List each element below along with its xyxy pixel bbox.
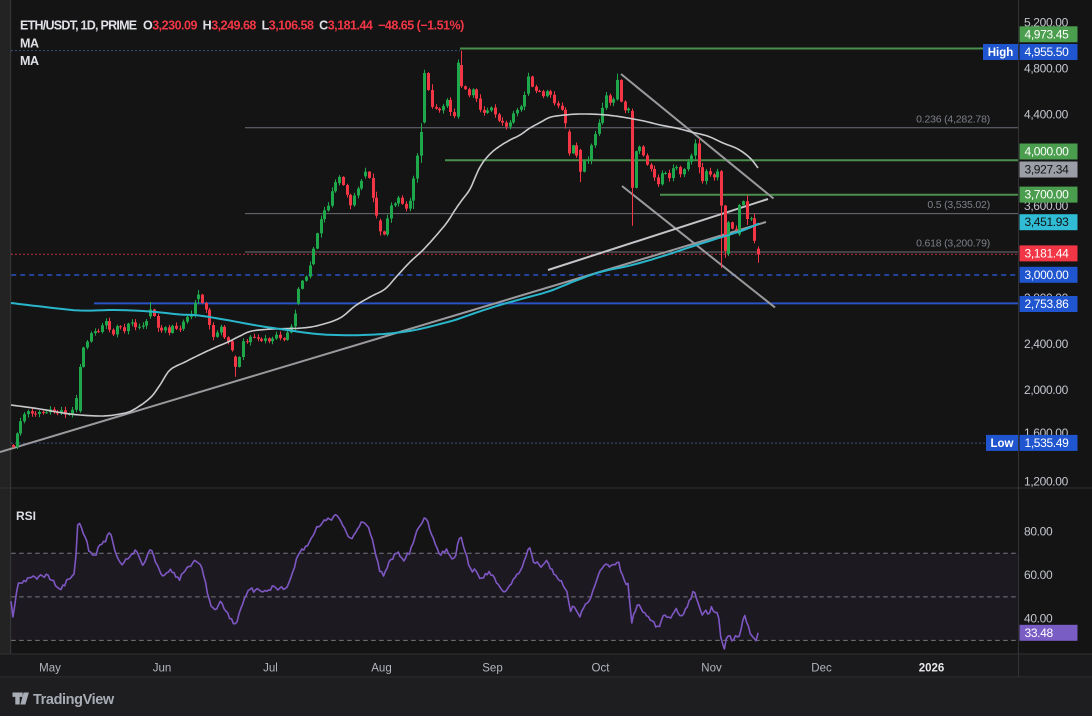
svg-text:60.00: 60.00 <box>1024 568 1053 582</box>
svg-text:Aug: Aug <box>371 663 391 675</box>
svg-text:3,451.93: 3,451.93 <box>1025 215 1070 229</box>
svg-text:4,800.00: 4,800.00 <box>1024 61 1069 75</box>
svg-text:Dec: Dec <box>811 663 832 675</box>
svg-text:3,700.00: 3,700.00 <box>1025 188 1070 202</box>
svg-text:0.5 (3,535.02): 0.5 (3,535.02) <box>927 199 990 211</box>
svg-text:Low: Low <box>991 438 1014 450</box>
svg-text:2026: 2026 <box>919 663 945 675</box>
svg-text:5,200.00: 5,200.00 <box>1024 16 1069 30</box>
svg-text:0.618 (3,200.79): 0.618 (3,200.79) <box>916 238 990 250</box>
svg-text:2,000.00: 2,000.00 <box>1024 383 1069 397</box>
svg-text:4,400.00: 4,400.00 <box>1024 107 1069 121</box>
svg-text:4,973.45: 4,973.45 <box>1025 27 1070 41</box>
svg-text:4,955.50: 4,955.50 <box>1025 45 1070 59</box>
svg-text:4,000.00: 4,000.00 <box>1025 145 1070 159</box>
svg-text:3,000.00: 3,000.00 <box>1025 268 1070 282</box>
svg-text:ETH/USDT, 1D, PRIME: ETH/USDT, 1D, PRIME <box>20 19 137 33</box>
svg-text:Jul: Jul <box>263 663 278 675</box>
svg-text:High: High <box>988 47 1014 59</box>
svg-text:Nov: Nov <box>701 663 722 675</box>
svg-text:TradingView: TradingView <box>33 692 115 708</box>
svg-text:MA: MA <box>20 37 39 51</box>
svg-text:40.00: 40.00 <box>1024 612 1053 626</box>
svg-text:MA: MA <box>20 54 39 68</box>
svg-text:1,200.00: 1,200.00 <box>1024 475 1069 489</box>
svg-text:3,600.00: 3,600.00 <box>1024 199 1069 213</box>
svg-text:2,400.00: 2,400.00 <box>1024 337 1069 351</box>
svg-text:Oct: Oct <box>592 663 611 675</box>
svg-text:3,181.44: 3,181.44 <box>1025 246 1070 260</box>
svg-text:80.00: 80.00 <box>1024 525 1053 539</box>
svg-text:RSI: RSI <box>16 509 36 523</box>
svg-text:Jun: Jun <box>153 663 172 675</box>
svg-text:3,927.34: 3,927.34 <box>1025 163 1070 177</box>
svg-text:2,753.86: 2,753.86 <box>1025 297 1070 311</box>
svg-text:May: May <box>39 663 61 675</box>
svg-text:O3,230.09 H3,249.68 L3,106.58: O3,230.09 H3,249.68 L3,106.58 C3,181.44 … <box>143 19 464 33</box>
svg-text:1,535.49: 1,535.49 <box>1025 436 1070 450</box>
svg-text:Sep: Sep <box>482 663 502 675</box>
svg-text:0.236 (4,282.78): 0.236 (4,282.78) <box>916 113 990 125</box>
svg-text:33.48: 33.48 <box>1025 626 1054 640</box>
